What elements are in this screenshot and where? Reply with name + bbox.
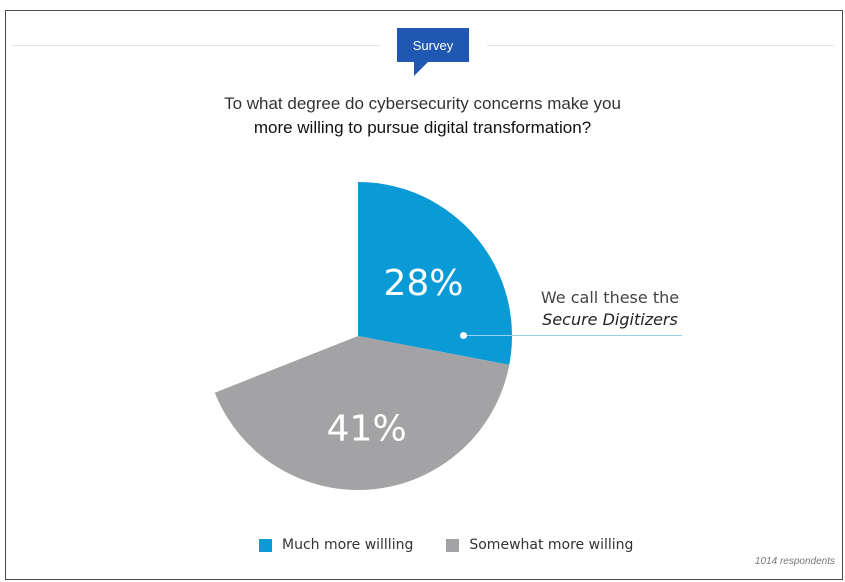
callout-line-2: Secure Digitizers: [542, 310, 678, 329]
callout-text: We call these the Secure Digitizers: [520, 287, 700, 331]
pie-slice-much-more-willing: [358, 182, 513, 365]
callout-leader-line: [463, 335, 682, 336]
header-divider-left: [12, 45, 380, 46]
question-line-1: To what degree do cybersecurity concerns…: [224, 94, 621, 113]
legend-item-somewhat: Somewhat more willing: [446, 537, 633, 553]
legend-swatch-somewhat: [446, 538, 460, 552]
survey-badge: Survey: [397, 28, 469, 62]
legend-swatch-much: [259, 538, 272, 552]
callout-leader-dot: [460, 332, 467, 339]
pie-label-much-more-willing: 28%: [383, 263, 463, 304]
legend-item-much: Much more willling: [259, 537, 413, 553]
question-line-2: more willing to pursue digital transform…: [253, 118, 592, 137]
survey-badge-label: Survey: [412, 37, 454, 53]
respondent-count: 1014 respondents: [754, 556, 835, 567]
header-divider-right: [487, 45, 834, 46]
pie-label-somewhat-more-willing: 41%: [327, 409, 407, 450]
pie-slice-somewhat-more-willing: [214, 336, 510, 491]
legend-label-much: Much more willling: [282, 537, 414, 553]
survey-question: To what degree do cybersecurity concerns…: [150, 92, 695, 140]
chart-legend: Much more willling Somewhat more willing: [259, 537, 666, 553]
callout-line-1: We call these the: [540, 288, 680, 307]
speech-bubble-tail-icon: [414, 62, 428, 76]
legend-label-somewhat: Somewhat more willing: [469, 537, 634, 553]
